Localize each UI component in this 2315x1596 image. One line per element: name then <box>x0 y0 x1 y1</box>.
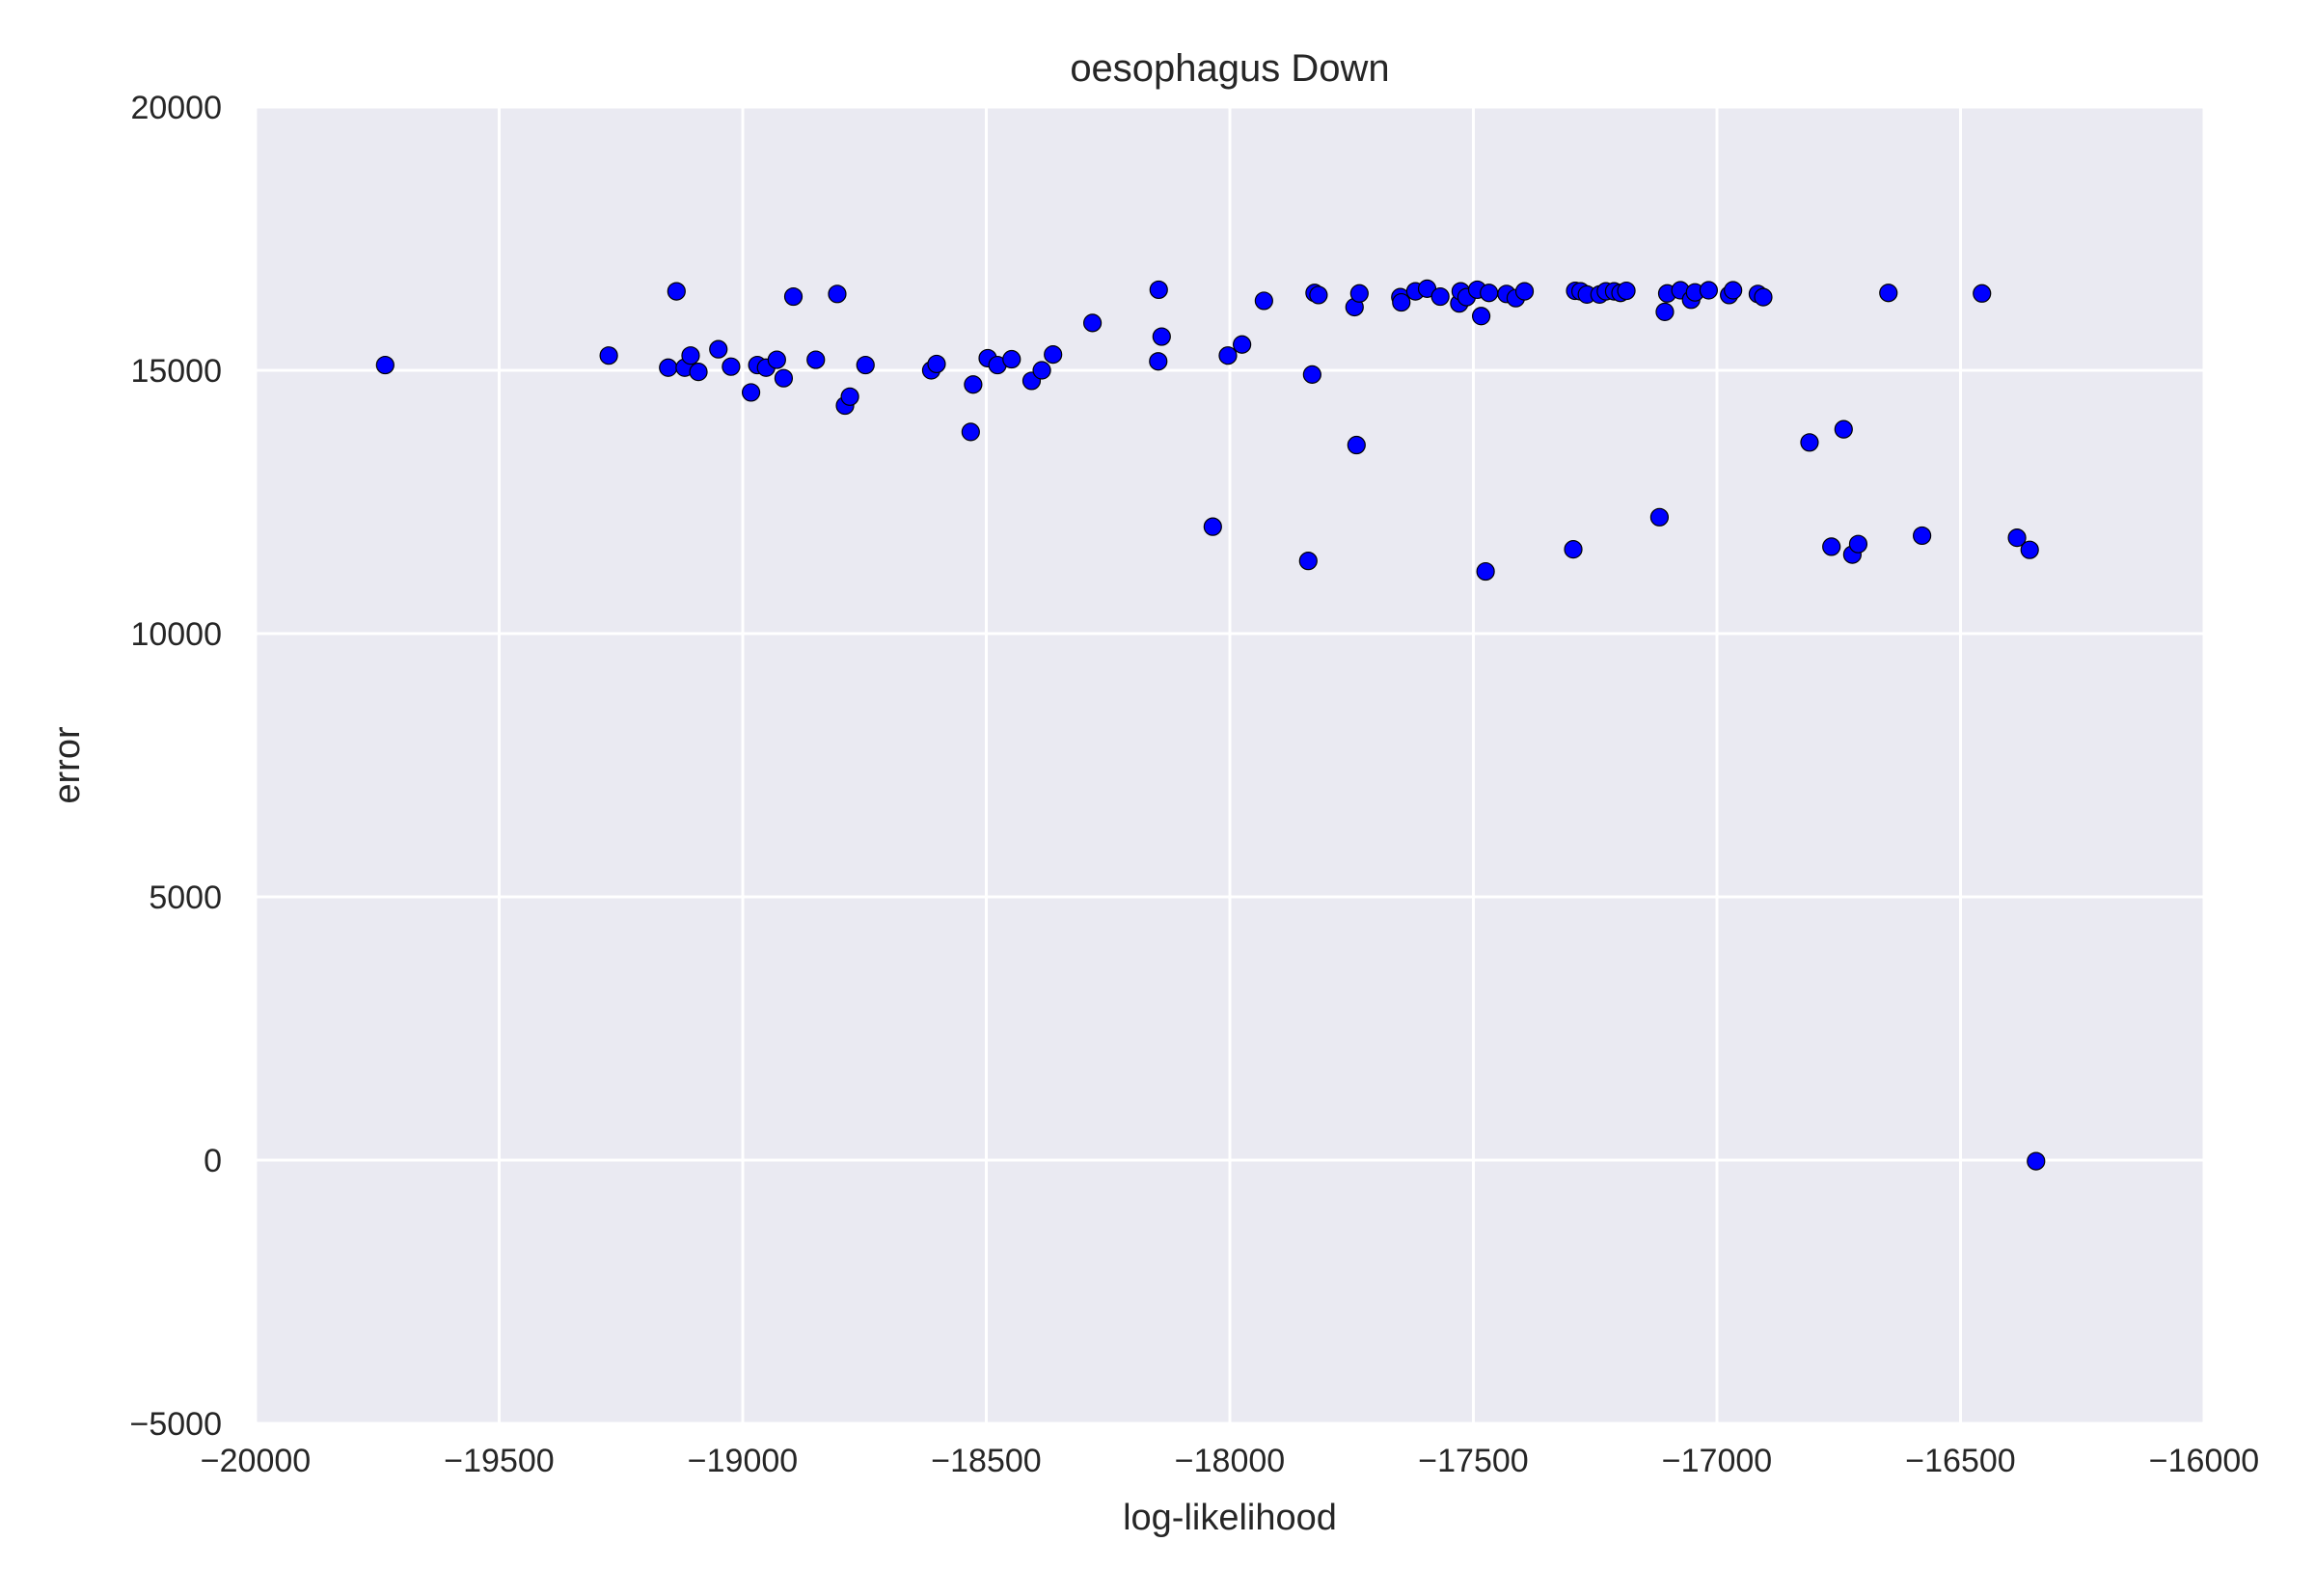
data-point <box>741 383 761 402</box>
data-point <box>667 282 686 301</box>
x-tick-label: −16500 <box>1905 1443 2015 1479</box>
data-point <box>1149 352 1168 371</box>
data-point <box>1082 313 1103 333</box>
data-point <box>1617 281 1636 301</box>
data-point <box>1302 365 1321 384</box>
data-point <box>1471 307 1491 326</box>
x-tick-label: −17000 <box>1662 1443 1772 1479</box>
data-point <box>2007 528 2027 548</box>
data-point <box>375 355 395 375</box>
data-point <box>840 387 859 406</box>
data-point <box>1913 526 1932 546</box>
x-tick-label: −19500 <box>444 1443 554 1479</box>
y-tick-label: 0 <box>204 1143 222 1179</box>
data-point <box>1309 285 1328 305</box>
data-point <box>1724 281 1743 300</box>
data-point <box>1655 302 1675 321</box>
data-point <box>1800 433 1819 452</box>
data-point <box>1032 361 1051 380</box>
x-tick-label: −17500 <box>1418 1443 1528 1479</box>
data-point <box>1392 292 1411 312</box>
data-point <box>783 286 803 307</box>
data-point <box>2027 1151 2046 1171</box>
data-point <box>1298 552 1318 571</box>
x-tick-label: −18500 <box>931 1443 1041 1479</box>
y-axis-title: error <box>47 726 88 804</box>
data-point <box>1430 286 1450 307</box>
data-point <box>1699 281 1719 300</box>
data-point <box>659 358 678 377</box>
data-point <box>927 354 946 374</box>
data-point <box>722 357 741 376</box>
data-point <box>1203 517 1222 536</box>
data-point <box>681 346 700 365</box>
x-tick-label: −20000 <box>201 1443 311 1479</box>
data-point <box>1218 346 1238 365</box>
data-point <box>689 363 708 382</box>
data-point <box>1152 327 1171 346</box>
y-tick-label: −5000 <box>130 1406 223 1443</box>
x-tick-labels: −20000 −19500 −19000 −18500 −18000 −17500 −170… <box>201 1443 2259 1479</box>
x-tick-label: −18000 <box>1175 1443 1285 1479</box>
data-point <box>1149 280 1168 300</box>
data-point <box>2020 540 2039 559</box>
data-point <box>1848 534 1868 554</box>
data-point <box>964 375 983 394</box>
data-point <box>1514 282 1535 301</box>
y-tick-label: 20000 <box>130 90 222 126</box>
data-point <box>1834 419 1853 439</box>
data-point <box>599 346 618 365</box>
data-point <box>1476 561 1495 582</box>
data-point <box>961 422 980 442</box>
data-points <box>375 279 2046 1171</box>
data-point <box>1754 287 1773 307</box>
x-tick-label: −19000 <box>688 1443 798 1479</box>
data-point <box>709 339 728 359</box>
data-point <box>1002 349 1021 369</box>
data-point <box>1480 284 1499 303</box>
data-point <box>1233 335 1252 354</box>
data-point <box>806 350 826 369</box>
data-point <box>1822 537 1841 556</box>
data-point <box>856 355 875 375</box>
data-point <box>774 368 794 388</box>
data-point <box>1564 540 1583 559</box>
data-point <box>828 284 847 304</box>
data-point <box>1879 284 1898 303</box>
data-point <box>1973 284 1992 303</box>
grid-lines <box>254 105 2206 1425</box>
chart-title: oesophagus Down <box>1070 47 1389 90</box>
x-tick-label: −16000 <box>2149 1443 2259 1479</box>
y-tick-label: 15000 <box>130 353 222 390</box>
y-tick-labels: −5000 0 5000 10000 15000 20000 <box>130 90 223 1443</box>
data-point <box>1349 284 1369 303</box>
data-point <box>1254 291 1273 311</box>
data-point <box>1649 507 1670 527</box>
y-tick-label: 5000 <box>149 879 222 916</box>
data-point <box>1044 345 1063 365</box>
data-point <box>767 350 786 369</box>
data-point <box>1347 435 1366 455</box>
y-tick-label: 10000 <box>130 616 222 653</box>
x-axis-title: log-likelihood <box>1123 1498 1337 1538</box>
